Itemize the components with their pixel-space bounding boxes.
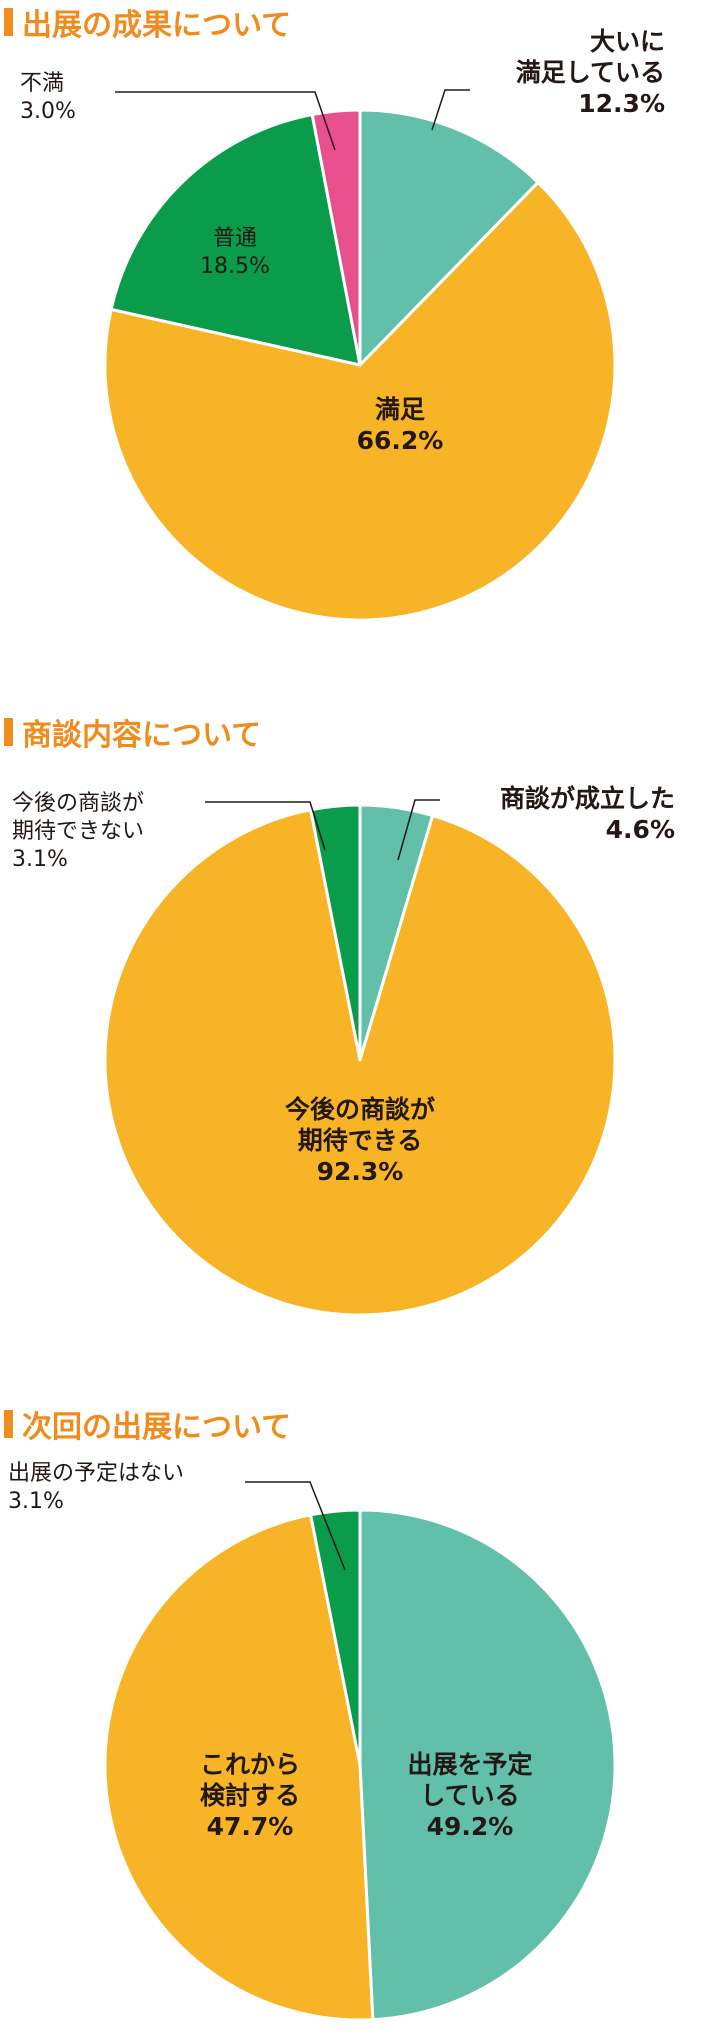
chart-title: 次回の出展について [22, 1410, 291, 1445]
chart-satisfaction: 出展の成果について 大いに 満足している 12.3% 満足 66.2% 普通 18.5% 不満… [0, 0, 719, 650]
slice-category-label: 今後の商談が [12, 791, 144, 816]
pie-slice [103, 180, 617, 622]
title-bar [4, 8, 13, 36]
slice-category-label: 出展を予定 [407, 1750, 532, 1779]
slice-category-label: している [420, 1781, 519, 1810]
title-bar [4, 718, 13, 746]
slice-value-label: 12.3% [578, 89, 665, 118]
slice-value-label: 3.0% [20, 99, 76, 124]
leader-line [431, 89, 470, 131]
pie-labels: 商談が成立した4.6%今後の商談が期待できる92.3%今後の商談が期待できない3… [12, 784, 675, 1186]
slice-category-label: 商談が成立した [500, 784, 675, 813]
slice-value-label: 3.1% [12, 847, 68, 872]
pie-slices [103, 108, 617, 622]
slice-category-label: 今後の商談が [285, 1095, 435, 1124]
title-bar [4, 1410, 13, 1438]
pie-slice [309, 1508, 362, 1767]
pie-slice [109, 113, 362, 367]
slice-value-label: 47.7% [207, 1812, 294, 1841]
pie-slice [358, 1508, 617, 2022]
pie-chart-negotiation: 商談内容について 商談が成立した4.6%今後の商談が期待できる92.3%今後の商… [4, 718, 675, 1317]
slice-category-label: これから [200, 1750, 300, 1779]
chart-title: 出展の成果について [22, 8, 291, 43]
leader-line [115, 91, 336, 151]
slice-category-label: 期待できる [298, 1126, 423, 1155]
slice-category-label: 大いに [590, 27, 665, 56]
leader-line [245, 1481, 346, 1571]
pie-slices [103, 1508, 617, 2022]
slice-value-label: 4.6% [606, 815, 675, 844]
pie-slices [103, 803, 617, 1317]
pie-slice [310, 108, 362, 367]
slice-category-label: 普通 [213, 226, 257, 251]
pie-slice [309, 803, 362, 1062]
slice-category-label: 満足している [516, 58, 665, 87]
slice-value-label: 49.2% [427, 1812, 514, 1841]
slice-category-label: 期待できない [12, 819, 144, 844]
slice-category-label: 満足 [375, 395, 425, 424]
slice-value-label: 3.1% [8, 1489, 64, 1514]
pie-slice [103, 1513, 375, 2022]
slice-value-label: 66.2% [357, 426, 444, 455]
slice-category-label: 不満 [20, 71, 64, 96]
slice-category-label: 検討する [200, 1781, 300, 1810]
leader-line [205, 801, 326, 851]
leader-line [397, 799, 440, 861]
pie-slice [103, 808, 617, 1317]
chart-next-exhibition: 次回の出展について 出展を予定 している 49.2% これから 検討する 47.7% 出展の… [0, 1390, 719, 2041]
slice-category-label: 出展の予定はない [8, 1461, 184, 1486]
slice-value-label: 92.3% [317, 1157, 404, 1186]
chart-title: 商談内容について [22, 718, 261, 753]
chart-negotiation: 商談内容について 商談が成立した 4.6% 今後の商談が 期待できる 92.3% 今後の商… [0, 700, 719, 1350]
pie-slice [358, 108, 540, 367]
slice-value-label: 18.5% [200, 254, 270, 279]
